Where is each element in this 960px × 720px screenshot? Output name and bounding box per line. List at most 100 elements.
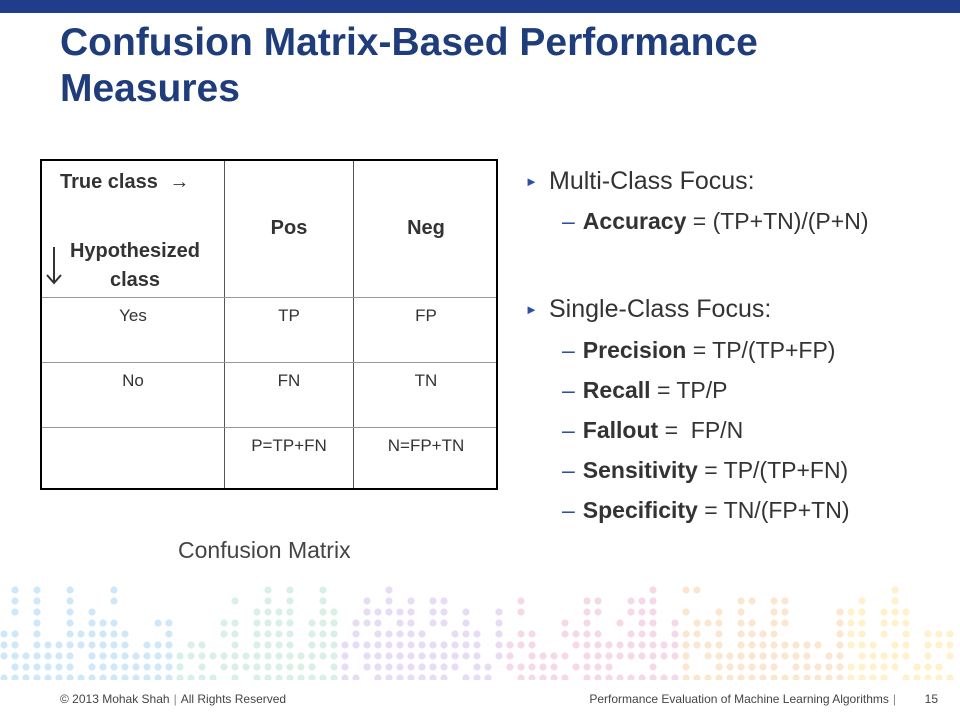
decorative-dot <box>770 674 778 680</box>
decorative-dot <box>11 597 19 605</box>
decorative-dot <box>506 663 514 671</box>
decorative-dot <box>253 619 261 627</box>
decorative-dot <box>803 663 811 671</box>
triangle-bullet-icon: ► <box>525 174 538 189</box>
decorative-dot <box>396 619 404 627</box>
decorative-dot <box>440 652 448 660</box>
decorative-dot <box>440 641 448 649</box>
footer-rights-text: All Rights Reserved <box>180 692 287 706</box>
decorative-dot <box>385 608 393 616</box>
decorative-dot <box>682 586 690 594</box>
decorative-dot <box>253 674 261 680</box>
decorative-dot <box>946 641 954 649</box>
decorative-dot <box>275 630 283 638</box>
decorative-dot <box>781 619 789 627</box>
table-divider <box>42 362 496 363</box>
decorative-dot <box>121 641 129 649</box>
decorative-dot <box>154 641 162 649</box>
decorative-dot <box>649 663 657 671</box>
top-accent-bar <box>0 0 960 13</box>
decorative-dot <box>649 619 657 627</box>
decorative-dot <box>473 641 481 649</box>
decorative-dot <box>11 663 19 671</box>
decorative-dot <box>231 619 239 627</box>
decorative-dot <box>275 674 283 680</box>
decorative-dot <box>737 619 745 627</box>
decorative-dot <box>913 663 921 671</box>
decorative-dot <box>770 641 778 649</box>
decorative-dot <box>286 652 294 660</box>
decorative-dot <box>715 663 723 671</box>
decorative-dot <box>506 641 514 649</box>
decorative-dot <box>462 608 470 616</box>
decorative-dot <box>792 641 800 649</box>
decorative-dot <box>55 674 63 680</box>
decorative-dot <box>330 641 338 649</box>
decorative-dot <box>737 641 745 649</box>
decorative-dot <box>374 652 382 660</box>
decorative-dot <box>286 619 294 627</box>
decorative-dot <box>847 663 855 671</box>
decorative-dot <box>66 630 74 638</box>
decorative-dot <box>836 608 844 616</box>
decorative-dot <box>638 608 646 616</box>
decorative-dot <box>33 619 41 627</box>
decorative-dot <box>671 641 679 649</box>
decorative-dot <box>528 663 536 671</box>
decorative-dot <box>671 652 679 660</box>
decorative-dot <box>858 619 866 627</box>
decorative-dot <box>627 652 635 660</box>
decorative-dot <box>616 619 624 627</box>
decorative-dot <box>836 663 844 671</box>
decorative-dot <box>330 630 338 638</box>
decorative-dot <box>682 641 690 649</box>
decorative-dot <box>781 608 789 616</box>
decorative-dot <box>330 608 338 616</box>
decorative-dot <box>462 641 470 649</box>
decorative-dot <box>110 630 118 638</box>
decorative-dot <box>110 652 118 660</box>
sub-item-sensitivity: – Sensitivity = TP/(TP+FN) <box>562 457 960 484</box>
decorative-dot <box>319 608 327 616</box>
decorative-dot <box>737 630 745 638</box>
decorative-dot <box>154 663 162 671</box>
decorative-dot <box>605 663 613 671</box>
decorative-dot <box>286 663 294 671</box>
decorative-dot <box>209 652 217 660</box>
decorative-dot <box>429 641 437 649</box>
slide-title-line1: Confusion Matrix-Based Performance <box>60 21 758 64</box>
decorative-dot <box>209 674 217 680</box>
decorative-dot <box>660 674 668 680</box>
decorative-dot <box>286 597 294 605</box>
slide-title-line2: Measures <box>60 67 240 110</box>
decorative-dot <box>385 641 393 649</box>
decorative-dot <box>935 641 943 649</box>
decorative-dot <box>33 586 41 594</box>
decorative-dot <box>594 641 602 649</box>
decorative-dot <box>253 641 261 649</box>
decorative-dot <box>264 619 272 627</box>
decorative-dot <box>33 652 41 660</box>
decorative-dot <box>704 674 712 680</box>
decorative-dot <box>759 652 767 660</box>
decorative-dot <box>341 663 349 671</box>
decorative-dot <box>583 597 591 605</box>
decorative-dot <box>418 630 426 638</box>
decorative-dot <box>407 597 415 605</box>
decorative-dot <box>66 619 74 627</box>
footer-copyright: © 2013 Mohak Shah | All Rights Reserved <box>60 692 286 706</box>
decorative-dot <box>924 652 932 660</box>
decorative-dot <box>198 674 206 680</box>
decorative-dot <box>935 674 943 680</box>
decorative-dot <box>33 663 41 671</box>
decorative-dot <box>682 608 690 616</box>
decorative-dot <box>528 630 536 638</box>
dash-bullet-icon: – <box>562 377 575 403</box>
decorative-dot <box>330 674 338 680</box>
decorative-dot <box>495 608 503 616</box>
decorative-dot <box>407 674 415 680</box>
decorative-dot <box>275 652 283 660</box>
decorative-dot <box>341 652 349 660</box>
decorative-dot <box>638 597 646 605</box>
decorative-dot <box>374 608 382 616</box>
